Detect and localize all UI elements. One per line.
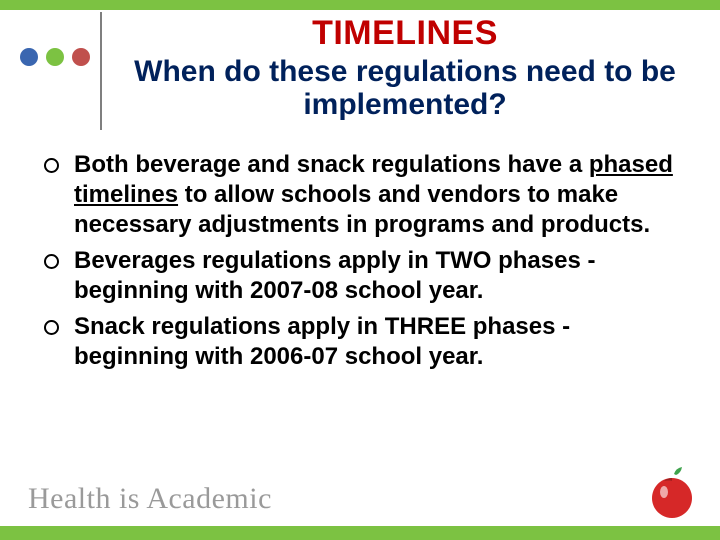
content-area: Both beverage and snack regulations have…	[38, 150, 690, 378]
footer-brand-text: Health is Academic	[28, 482, 272, 516]
list-item: Snack regulations apply in THREE phases …	[38, 312, 690, 372]
slide-title: TIMELINES	[110, 14, 700, 53]
dot-blue	[20, 48, 38, 66]
list-item: Beverages regulations apply in TWO phase…	[38, 246, 690, 306]
dot-red	[72, 48, 90, 66]
bullet-list: Both beverage and snack regulations have…	[38, 150, 690, 372]
bullet-text: Snack regulations apply in THREE phases …	[74, 313, 570, 370]
slide-subtitle: When do these regulations need to be imp…	[110, 55, 700, 121]
top-accent-bar	[0, 0, 720, 10]
bottom-accent-bar	[0, 526, 720, 540]
apple-logo-icon	[644, 464, 700, 520]
vertical-divider	[100, 12, 102, 130]
list-item: Both beverage and snack regulations have…	[38, 150, 690, 240]
dot-green	[46, 48, 64, 66]
decorative-dots	[20, 48, 90, 66]
bullet-text-pre: Both beverage and snack regulations have…	[74, 151, 589, 178]
title-area: TIMELINES When do these regulations need…	[110, 14, 700, 121]
bullet-text: Beverages regulations apply in TWO phase…	[74, 247, 595, 304]
